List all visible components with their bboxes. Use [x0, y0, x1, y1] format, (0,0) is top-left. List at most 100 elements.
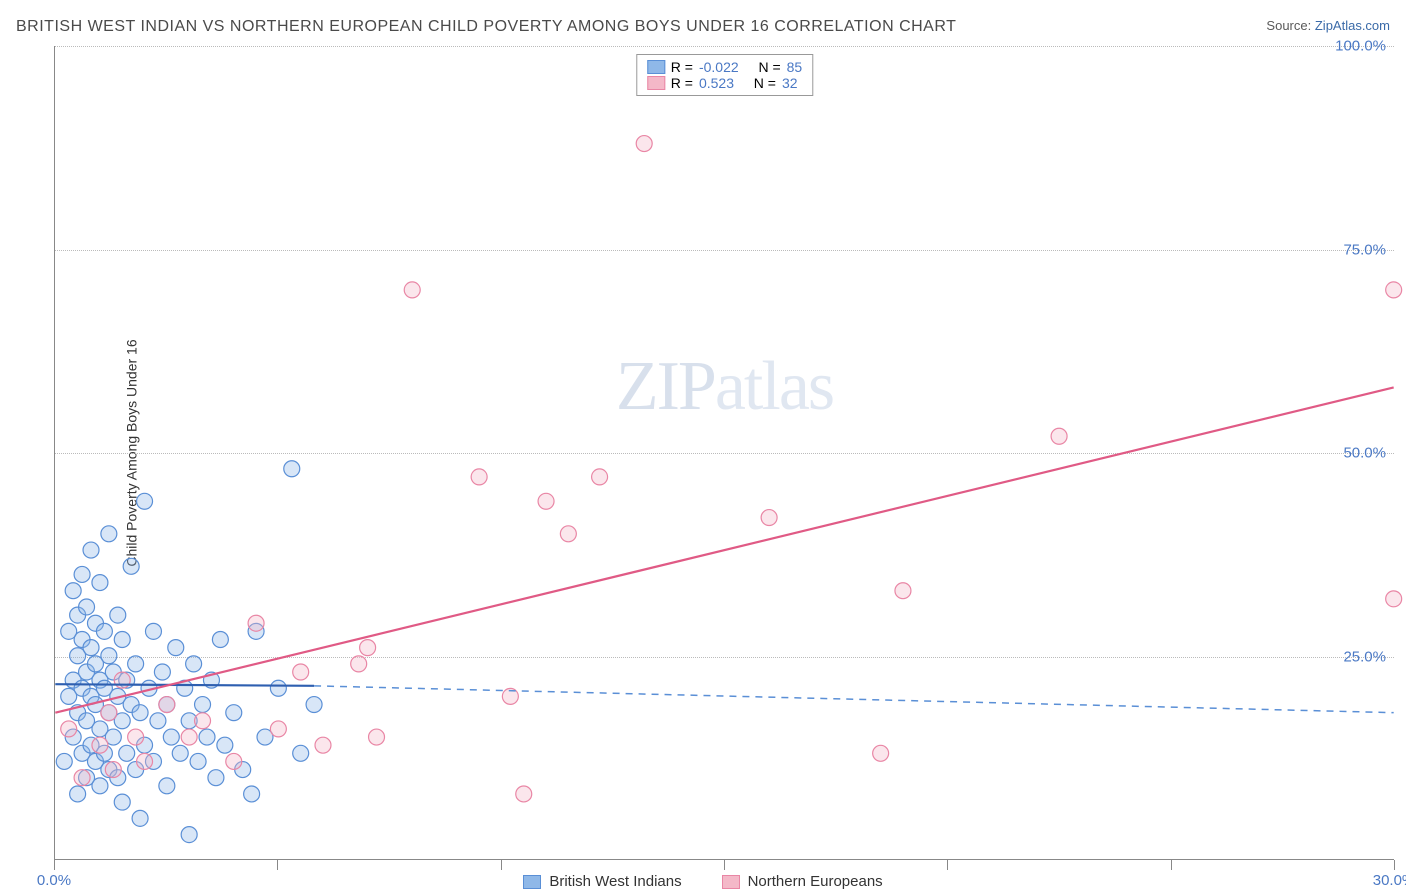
data-point-ne: [226, 753, 242, 769]
data-point-bwi: [119, 745, 135, 761]
data-point-bwi: [56, 753, 72, 769]
r-label: R =: [671, 59, 693, 75]
r-label: R =: [671, 75, 693, 91]
data-point-bwi: [110, 607, 126, 623]
data-point-bwi: [159, 778, 175, 794]
data-point-bwi: [208, 770, 224, 786]
trend-line-dashed-bwi: [314, 686, 1394, 713]
data-point-bwi: [137, 493, 153, 509]
series-legend: British West Indians Northern Europeans: [0, 873, 1406, 890]
data-point-ne: [74, 770, 90, 786]
source-link[interactable]: ZipAtlas.com: [1315, 18, 1390, 33]
n-label: N =: [754, 75, 776, 91]
swatch-bwi: [647, 60, 665, 74]
n-label: N =: [758, 59, 780, 75]
data-point-bwi: [306, 697, 322, 713]
plot-container: Child Poverty Among Boys Under 16 ZIPatl…: [26, 46, 1394, 860]
legend-item-bwi: British West Indians: [523, 873, 681, 890]
data-point-bwi: [212, 631, 228, 647]
data-point-bwi: [195, 697, 211, 713]
data-point-bwi: [226, 705, 242, 721]
source-label: Source:: [1266, 18, 1311, 33]
x-tick-mark: [277, 860, 278, 870]
data-point-ne: [159, 697, 175, 713]
data-point-ne: [369, 729, 385, 745]
data-point-ne: [761, 510, 777, 526]
data-point-ne: [101, 705, 117, 721]
legend-row-ne: R = 0.523 N = 32: [647, 75, 802, 91]
data-point-bwi: [181, 827, 197, 843]
data-point-ne: [351, 656, 367, 672]
legend-label-ne: Northern Europeans: [748, 873, 883, 890]
data-point-ne: [1386, 591, 1402, 607]
data-point-ne: [61, 721, 77, 737]
data-point-ne: [636, 136, 652, 152]
x-tick-mark: [724, 860, 725, 870]
n-value-ne: 32: [782, 75, 798, 91]
data-point-bwi: [132, 810, 148, 826]
data-point-ne: [270, 721, 286, 737]
data-point-bwi: [128, 656, 144, 672]
data-point-ne: [471, 469, 487, 485]
data-point-bwi: [186, 656, 202, 672]
r-value-ne: 0.523: [699, 75, 734, 91]
data-point-ne: [560, 526, 576, 542]
data-point-bwi: [199, 729, 215, 745]
data-point-ne: [293, 664, 309, 680]
source-credit: Source: ZipAtlas.com: [1266, 18, 1390, 33]
data-point-ne: [137, 753, 153, 769]
data-point-bwi: [293, 745, 309, 761]
data-point-ne: [895, 583, 911, 599]
data-point-ne: [128, 729, 144, 745]
data-point-bwi: [96, 623, 112, 639]
data-point-bwi: [123, 558, 139, 574]
data-point-ne: [181, 729, 197, 745]
data-point-bwi: [190, 753, 206, 769]
data-point-ne: [92, 737, 108, 753]
data-point-bwi: [114, 794, 130, 810]
data-point-bwi: [101, 648, 117, 664]
chart-title: BRITISH WEST INDIAN VS NORTHERN EUROPEAN…: [16, 18, 956, 36]
data-point-ne: [360, 640, 376, 656]
data-point-ne: [516, 786, 532, 802]
x-tick-mark: [1171, 860, 1172, 870]
data-point-bwi: [132, 705, 148, 721]
swatch-ne: [647, 76, 665, 90]
swatch-ne-2: [722, 875, 740, 889]
data-point-bwi: [92, 778, 108, 794]
data-point-ne: [404, 282, 420, 298]
n-value-bwi: 85: [787, 59, 803, 75]
data-point-bwi: [92, 575, 108, 591]
data-point-bwi: [114, 631, 130, 647]
data-point-bwi: [79, 599, 95, 615]
trend-line-ne: [55, 387, 1393, 712]
data-point-ne: [315, 737, 331, 753]
data-point-bwi: [70, 786, 86, 802]
data-point-ne: [1386, 282, 1402, 298]
data-point-bwi: [101, 526, 117, 542]
x-tick-mark: [501, 860, 502, 870]
data-point-bwi: [244, 786, 260, 802]
data-point-bwi: [217, 737, 233, 753]
data-point-bwi: [145, 623, 161, 639]
x-tick-mark: [1394, 860, 1395, 870]
data-point-bwi: [74, 566, 90, 582]
data-point-bwi: [284, 461, 300, 477]
data-point-bwi: [168, 640, 184, 656]
legend-label-bwi: British West Indians: [549, 873, 681, 890]
data-point-bwi: [65, 583, 81, 599]
data-point-bwi: [270, 680, 286, 696]
data-point-ne: [1051, 428, 1067, 444]
data-point-ne: [538, 493, 554, 509]
data-point-bwi: [83, 542, 99, 558]
data-point-bwi: [83, 640, 99, 656]
r-value-bwi: -0.022: [699, 59, 739, 75]
x-tick-mark: [54, 860, 55, 870]
legend-item-ne: Northern Europeans: [722, 873, 883, 890]
legend-row-bwi: R = -0.022 N = 85: [647, 59, 802, 75]
data-point-ne: [195, 713, 211, 729]
scatter-plot: [55, 46, 1394, 859]
data-point-ne: [873, 745, 889, 761]
data-point-bwi: [163, 729, 179, 745]
x-tick-mark: [947, 860, 948, 870]
